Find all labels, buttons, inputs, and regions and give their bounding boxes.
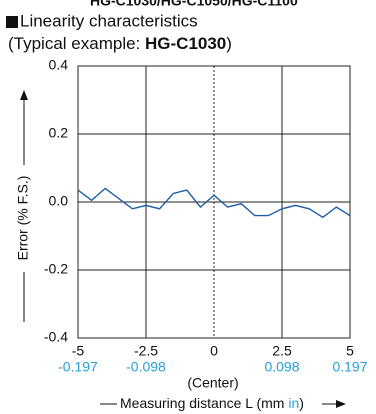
x2-tick-label: -0.197 bbox=[58, 359, 98, 375]
data-line bbox=[77, 187, 351, 219]
y-arrow-head bbox=[20, 90, 28, 100]
chart-title: Linearity characteristics bbox=[20, 11, 198, 30]
x-tick-label: -2.5 bbox=[134, 343, 158, 359]
header: HG-C1030/HG-C1050/HG-C1100 bbox=[90, 0, 298, 9]
y-tick-label: 0.2 bbox=[49, 125, 69, 141]
title-square bbox=[6, 16, 18, 28]
x-label-part: Measuring distance L (mm bbox=[120, 395, 288, 411]
x-tick-label: -5 bbox=[72, 343, 85, 359]
y-tick-label: 0.0 bbox=[49, 193, 69, 209]
x2-tick-label: 0.197 bbox=[332, 359, 367, 375]
x-axis-label: Measuring distance L (mm in) bbox=[120, 395, 304, 411]
x-tick-label: 5 bbox=[346, 343, 354, 359]
subtitle-part: ) bbox=[226, 34, 232, 53]
x-tick-label: 2.5 bbox=[272, 343, 292, 359]
y-tick-label: -0.4 bbox=[44, 329, 68, 345]
x2-tick-label: 0.098 bbox=[264, 359, 299, 375]
chart-subtitle: (Typical example: HG-C1030) bbox=[8, 34, 232, 53]
subtitle-part: HG-C1030 bbox=[145, 34, 226, 53]
x2-tick-label: -0.098 bbox=[126, 359, 166, 375]
y-tick-label: 0.4 bbox=[49, 57, 69, 73]
x-label-part: in bbox=[288, 395, 299, 411]
x-arrow-head bbox=[336, 400, 346, 408]
x-label-part: ) bbox=[299, 395, 304, 411]
subtitle-part: (Typical example: bbox=[8, 34, 145, 53]
x-tick-label: 0 bbox=[210, 343, 218, 359]
center-label: (Center) bbox=[187, 375, 238, 391]
y-axis-label: Error (% F.S.) bbox=[15, 176, 31, 261]
y-tick-label: -0.2 bbox=[44, 261, 68, 277]
